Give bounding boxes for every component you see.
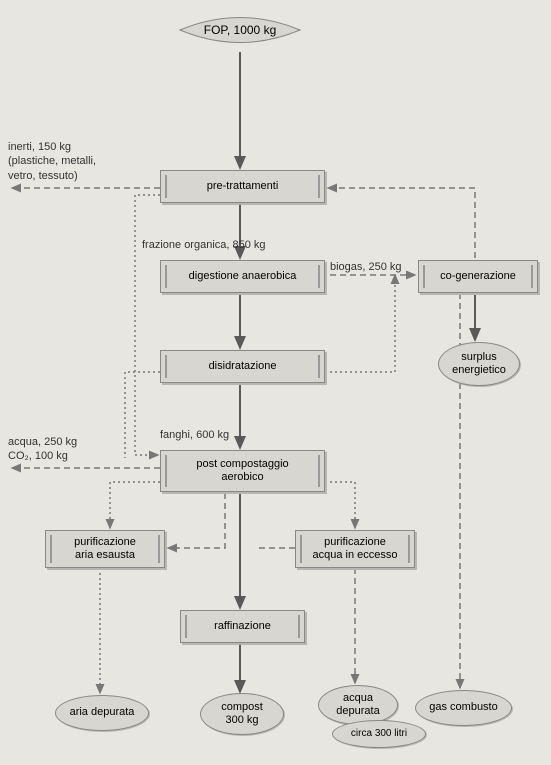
fanghi-text: fanghi, 600 kg (160, 429, 229, 441)
box-purif-aria: purificazione aria esausta (45, 530, 165, 568)
label-frazione: frazione organica, 850 kg (142, 238, 266, 252)
frazione-text: frazione organica, 850 kg (142, 239, 266, 251)
ellipse-litri: circa 300 litri (332, 720, 426, 748)
ellipse-surplus: surplus energietico (438, 342, 520, 386)
label-inerti: inerti, 150 kg (plastiche, metalli, vetr… (8, 140, 96, 183)
box-pretrattamenti: pre-trattamenti (160, 170, 325, 203)
surplus-l1: surplus (461, 351, 496, 364)
acqua-co2-l2: CO₂, 100 kg (8, 450, 68, 462)
inerti-l3: vetro, tessuto) (8, 170, 78, 182)
digestione-label: digestione anaerobica (189, 270, 297, 283)
ellipse-compost: compost 300 kg (200, 693, 284, 735)
aria-dep-label: aria depurata (70, 706, 135, 719)
disidratazione-label: disidratazione (209, 360, 277, 373)
purif-acqua-label2: acqua in eccesso (313, 549, 398, 562)
purif-aria-label2: aria esausta (75, 549, 135, 562)
start-label: FOP, 1000 kg (204, 23, 277, 37)
inerti-l2: (plastiche, metalli, (8, 155, 96, 167)
acqua-co2-l1: acqua, 250 kg (8, 436, 77, 448)
pretrattamenti-label: pre-trattamenti (207, 180, 279, 193)
purif-acqua-label1: purificazione (324, 536, 386, 549)
box-postcomp: post compostaggio aerobico (160, 450, 325, 492)
box-cogen: co-generazione (418, 260, 538, 293)
inerti-l1: inerti, 150 kg (8, 141, 71, 153)
compost-l1: compost (221, 701, 263, 714)
surplus-l2: energietico (452, 364, 506, 377)
box-disidratazione: disidratazione (160, 350, 325, 383)
box-raffinazione: raffinazione (180, 610, 305, 643)
litri-label: circa 300 litri (351, 728, 407, 740)
postcomp-label2: aerobico (221, 471, 263, 484)
label-biogas: biogas, 250 kg (330, 260, 402, 274)
gas-label: gas combusto (429, 701, 497, 714)
acqua-dep-l2: depurata (336, 705, 379, 718)
label-acqua-co2: acqua, 250 kg CO₂, 100 kg (8, 435, 77, 464)
compost-l2: 300 kg (225, 714, 258, 727)
start-node: FOP, 1000 kg (180, 18, 300, 42)
biogas-text: biogas, 250 kg (330, 261, 402, 273)
ellipse-gas: gas combusto (415, 690, 512, 726)
box-digestione: digestione anaerobica (160, 260, 325, 293)
acqua-dep-l1: acqua (343, 692, 373, 705)
ellipse-aria: aria depurata (55, 695, 149, 731)
raffinazione-label: raffinazione (214, 620, 271, 633)
label-fanghi: fanghi, 600 kg (160, 428, 229, 442)
cogen-label: co-generazione (440, 270, 516, 283)
box-purif-acqua: purificazione acqua in eccesso (295, 530, 415, 568)
ellipse-acqua: acqua depurata (318, 685, 398, 725)
postcomp-label1: post compostaggio (196, 458, 288, 471)
purif-aria-label1: purificazione (74, 536, 136, 549)
